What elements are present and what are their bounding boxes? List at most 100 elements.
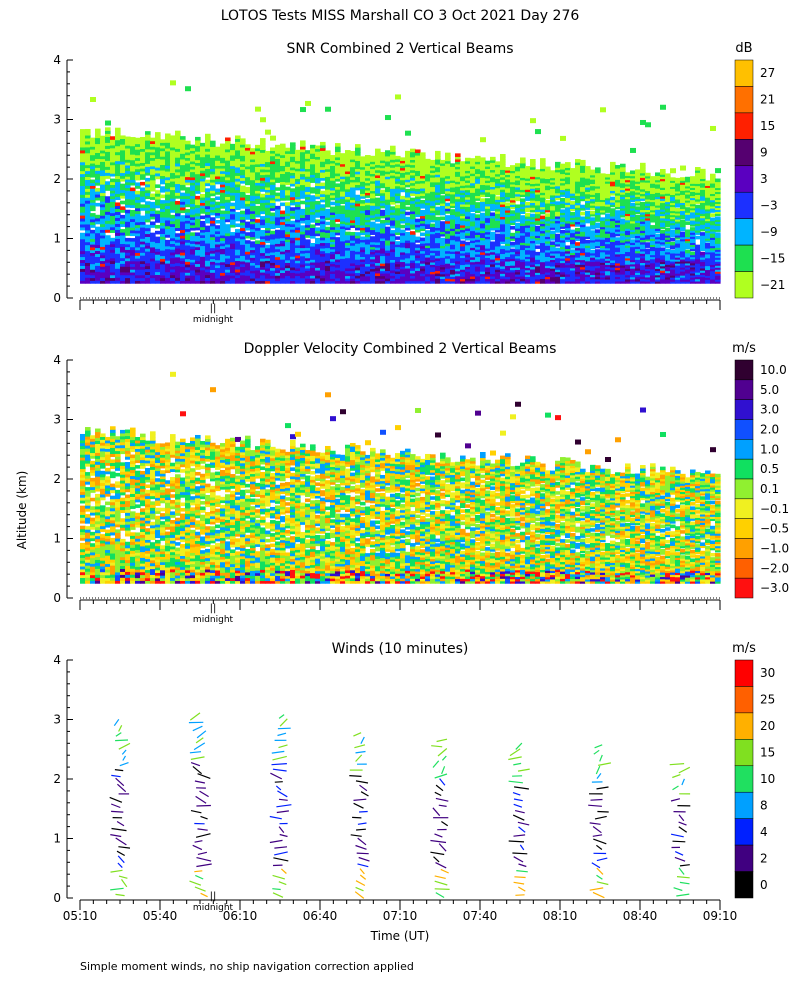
heatmap-cell [250, 277, 256, 282]
heatmap-cell [200, 183, 206, 187]
heatmap-cell [400, 164, 406, 169]
heatmap-cell [200, 177, 206, 182]
heatmap-cell [305, 249, 311, 254]
heatmap-cell [125, 271, 131, 276]
heatmap-cell [130, 195, 136, 200]
heatmap-cell [330, 211, 336, 216]
heatmap-cell [240, 163, 246, 167]
heatmap-cell [315, 171, 321, 176]
heatmap-cell [130, 151, 136, 155]
heatmap-cell [355, 272, 361, 276]
heatmap-cell [200, 239, 206, 244]
heatmap-cell [260, 230, 266, 234]
heatmap-cell [210, 269, 216, 273]
heatmap-cell [130, 221, 136, 225]
heatmap-cell [485, 219, 491, 223]
heatmap-cell [290, 231, 296, 236]
heatmap-cell [250, 220, 256, 225]
heatmap-cell [205, 159, 211, 164]
heatmap-cell [205, 242, 211, 247]
heatmap-cell [115, 184, 121, 189]
heatmap-cell [110, 170, 116, 174]
heatmap-cell [145, 148, 151, 153]
heatmap-cell [275, 158, 281, 162]
heatmap-cell [450, 229, 456, 234]
heatmap-cell [180, 198, 186, 202]
heatmap-cell [500, 233, 506, 237]
heatmap-cell [260, 269, 266, 273]
heatmap-cell [320, 255, 326, 260]
heatmap-cell [225, 157, 231, 161]
heatmap-cell [380, 247, 386, 252]
heatmap-cell [230, 237, 236, 241]
heatmap-cell [390, 235, 396, 239]
heatmap-cell [115, 160, 121, 165]
heatmap-cell [80, 164, 86, 169]
heatmap-cell [460, 217, 466, 221]
heatmap-cell [400, 207, 406, 212]
heatmap-cell [480, 253, 486, 258]
heatmap-cell [185, 198, 191, 202]
heatmap-cell [430, 263, 436, 268]
heatmap-cell [335, 229, 341, 233]
heatmap-cell [435, 176, 441, 180]
heatmap-cell [100, 209, 106, 213]
heatmap-cell [230, 165, 236, 169]
heatmap-cell [360, 272, 366, 277]
heatmap-cell [380, 154, 386, 159]
heatmap-cell [395, 270, 401, 274]
heatmap-cell [315, 261, 321, 266]
heatmap-cell [260, 246, 266, 251]
heatmap-cell [350, 221, 356, 226]
heatmap-cell [445, 227, 451, 232]
heatmap-cell [150, 252, 156, 256]
heatmap-cell [295, 226, 301, 231]
heatmap-cell [280, 226, 286, 231]
heatmap-cell [280, 189, 286, 193]
heatmap-cell [180, 266, 186, 270]
heatmap-cell [300, 239, 306, 243]
heatmap-cell [295, 252, 301, 256]
heatmap-cell [105, 133, 111, 137]
heatmap-cell [210, 203, 216, 208]
heatmap-cell [465, 157, 471, 162]
snr-title: SNR Combined 2 Vertical Beams [286, 41, 513, 57]
heatmap-cell [350, 150, 356, 155]
heatmap-cell [170, 237, 176, 242]
heatmap-cell [125, 201, 131, 205]
heatmap-cell [395, 243, 401, 248]
heatmap-cell [345, 208, 351, 213]
heatmap-cell [390, 261, 396, 266]
heatmap-cell [370, 160, 376, 165]
heatmap-cell [365, 250, 371, 255]
heatmap-cell [170, 260, 176, 264]
heatmap-cell [375, 174, 381, 178]
heatmap-cell [435, 199, 441, 203]
heatmap-cell [325, 257, 331, 261]
heatmap-cell [95, 214, 101, 219]
heatmap-cell [260, 199, 266, 203]
heatmap-cell [445, 172, 451, 177]
heatmap-cell [375, 164, 381, 168]
heatmap-cell [130, 167, 136, 172]
heatmap-cell [455, 237, 461, 242]
heatmap-cell [135, 143, 141, 147]
heatmap-cell [310, 203, 316, 207]
heatmap-cell [275, 269, 281, 274]
heatmap-cell [300, 274, 306, 279]
heatmap-cell [395, 258, 401, 262]
heatmap-cell [470, 174, 476, 179]
heatmap-cell [445, 242, 451, 247]
heatmap-cell [195, 179, 201, 183]
heatmap-cell [235, 274, 241, 279]
heatmap-cell [290, 261, 296, 265]
heatmap-cell [475, 216, 481, 221]
heatmap-cell [290, 215, 296, 219]
heatmap-cell [395, 197, 401, 201]
heatmap-cell [285, 225, 291, 230]
heatmap-cell [285, 152, 291, 157]
heatmap-cell [130, 215, 136, 220]
heatmap-cell [180, 158, 186, 163]
heatmap-cell [310, 208, 316, 213]
heatmap-cell [370, 165, 376, 170]
